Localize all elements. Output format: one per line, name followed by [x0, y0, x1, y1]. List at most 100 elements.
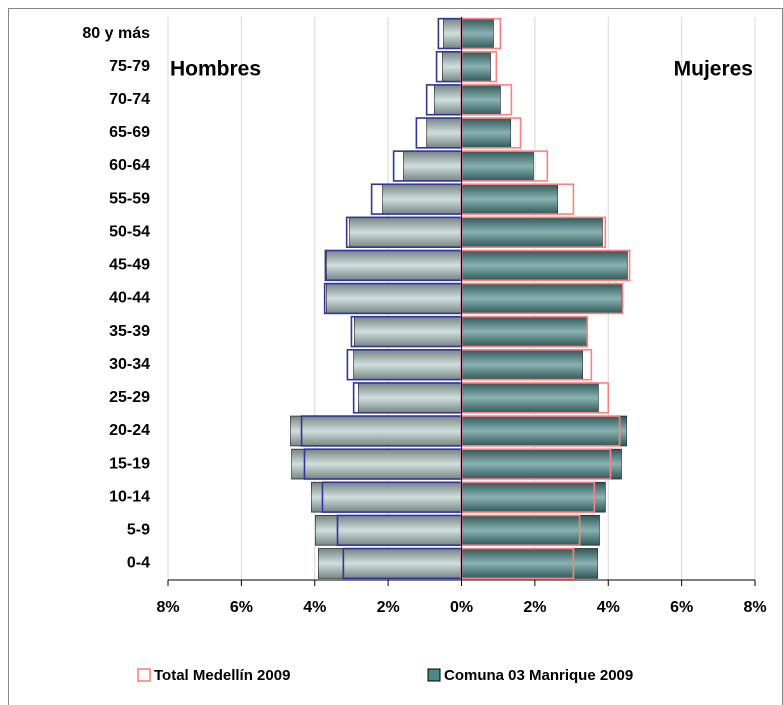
x-tick-label: 4%: [597, 599, 620, 616]
y-tick-label: 10-14: [109, 488, 150, 505]
bar-shade: [461, 184, 558, 215]
x-tick-label: 6%: [670, 599, 693, 616]
bar-shade: [358, 382, 462, 413]
y-tick-label: 30-34: [109, 356, 150, 373]
bar: [461, 84, 501, 116]
x-tick-label: 2%: [523, 599, 546, 616]
bar-shade: [354, 316, 462, 347]
legend-swatch: [427, 668, 441, 682]
bar-shade: [353, 349, 462, 380]
x-tick-label: 2%: [377, 599, 400, 616]
bar: [461, 515, 600, 546]
y-tick-label: 20-24: [109, 422, 150, 439]
bar-shade: [349, 217, 462, 248]
bar: [461, 183, 559, 215]
bar: [443, 18, 462, 49]
y-tick-label: 65-69: [109, 124, 150, 141]
y-tick-label: 25-29: [109, 389, 150, 406]
legend-label: Total Medellín 2009: [154, 667, 290, 684]
bar-shade: [461, 18, 494, 49]
bar: [461, 250, 628, 281]
bar: [461, 382, 599, 414]
y-tick-label: 0-4: [127, 555, 150, 572]
bar-shade: [434, 84, 462, 115]
bar: [461, 349, 583, 381]
bar-shade: [461, 482, 606, 513]
bar: [461, 51, 491, 82]
bar: [461, 415, 627, 447]
bar-shade: [382, 184, 462, 215]
bar: [461, 316, 588, 347]
bar-shade: [461, 449, 622, 479]
bar: [461, 481, 606, 513]
bar-shade: [461, 51, 491, 82]
y-tick-label: 80 y más: [82, 25, 150, 42]
y-tick-label: 45-49: [109, 257, 150, 274]
bar: [461, 283, 622, 314]
bar-shade: [291, 449, 462, 479]
legend-label: Comuna 03 Manrique 2009: [444, 667, 633, 684]
y-tick-label: 60-64: [109, 157, 150, 174]
y-tick-label: 15-19: [109, 455, 150, 472]
bar-shade: [461, 283, 622, 314]
y-tick-label: 40-44: [109, 290, 150, 307]
bar: [403, 150, 462, 182]
bar-shade: [461, 84, 501, 115]
x-tick-label: 8%: [743, 599, 766, 616]
bar-shade: [461, 250, 628, 281]
bar: [433, 84, 462, 116]
bar-shade: [461, 217, 603, 248]
bar: [311, 481, 462, 513]
bar-shade: [461, 382, 599, 413]
bar-shade: [461, 548, 598, 579]
bar-shade: [461, 118, 511, 148]
x-tick-label: 6%: [230, 599, 253, 616]
bar: [349, 216, 462, 248]
y-tick-label: 75-79: [109, 58, 150, 75]
bar-shade: [443, 18, 462, 49]
bar-shade: [326, 250, 462, 281]
bar: [358, 382, 462, 414]
bar-shade: [461, 515, 600, 546]
bar-shade: [403, 151, 462, 181]
y-tick-label: 55-59: [109, 190, 150, 207]
right-label: Mujeres: [674, 58, 753, 81]
left-label: Hombres: [170, 58, 261, 81]
bar: [442, 51, 462, 82]
bar: [315, 515, 462, 546]
bar: [318, 548, 462, 579]
bar: [290, 415, 462, 447]
bar: [353, 349, 462, 381]
bar: [353, 316, 462, 347]
bar-shade: [326, 283, 462, 314]
bar: [326, 250, 462, 281]
x-tick-label: 4%: [303, 599, 326, 616]
bar: [382, 183, 462, 215]
bar: [461, 117, 512, 149]
bar-shade: [461, 349, 583, 380]
y-tick-label: 50-54: [109, 223, 150, 240]
bar-shade: [290, 416, 462, 446]
y-tick-label: 5-9: [127, 522, 150, 539]
bar-shade: [461, 151, 534, 181]
bar-shade: [311, 482, 462, 513]
bar: [326, 283, 462, 314]
bar: [461, 448, 622, 480]
y-tick-label: 35-39: [109, 323, 150, 340]
bar: [461, 18, 494, 49]
x-tick-label: 8%: [156, 599, 179, 616]
y-tick-label: 70-74: [109, 91, 150, 108]
bar: [461, 150, 534, 182]
x-tick-label: 0%: [450, 599, 473, 616]
bar: [291, 448, 462, 480]
bar-shade: [315, 515, 462, 546]
bar: [426, 117, 462, 149]
bar-shade: [426, 118, 462, 148]
bar: [461, 216, 603, 248]
bar-shade: [318, 548, 462, 579]
bar-shade: [442, 51, 462, 82]
bar-shade: [461, 416, 627, 446]
legend-swatch: [137, 668, 151, 682]
bar: [461, 548, 599, 579]
